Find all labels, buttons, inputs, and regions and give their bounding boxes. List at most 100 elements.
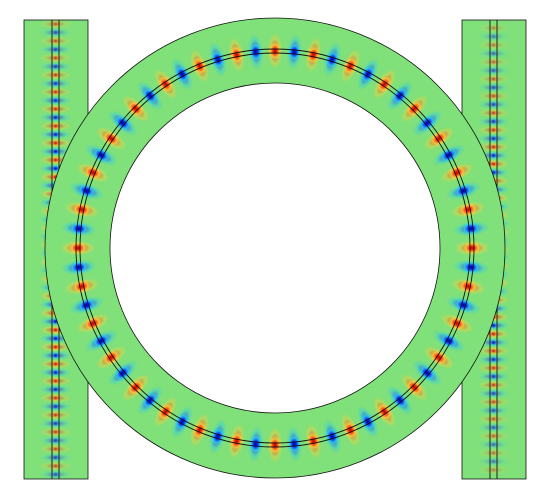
field-antinode [51, 394, 60, 402]
field-antinode [489, 466, 498, 474]
field-antinode [69, 222, 88, 236]
field-antinode [51, 420, 60, 427]
field-antinode [158, 75, 173, 93]
field-antinode [51, 471, 60, 478]
field-antinode [430, 350, 448, 365]
field-antinode [51, 80, 60, 87]
field-antinode [51, 46, 60, 53]
field-antinode [127, 379, 144, 396]
field-antinode [72, 279, 91, 294]
field-antinode [211, 50, 225, 69]
field-antinode [51, 326, 60, 334]
field-antinode [51, 462, 60, 470]
field-antinode [229, 432, 244, 451]
ring-inner-boundary [109, 82, 441, 414]
field-antinode [51, 122, 60, 130]
field-antinode [51, 105, 60, 113]
field-antinode [287, 435, 301, 454]
ring-core-outer-edge [75, 48, 475, 448]
field-antinode [142, 392, 158, 409]
field-antinode [325, 50, 339, 69]
field-antinode [377, 403, 392, 421]
field-antinode [489, 339, 498, 346]
field-antinode [51, 343, 60, 351]
field-antinode [489, 41, 498, 49]
field-antinode [489, 356, 498, 363]
field-antinode [84, 316, 102, 331]
ring-core-inner-edge [79, 52, 471, 444]
ring-field-pattern [60, 33, 490, 463]
field-antinode [51, 377, 60, 385]
field-antinode [430, 131, 448, 146]
field-antinode [489, 424, 498, 431]
field-antinode [489, 152, 498, 159]
field-antinode [51, 71, 60, 79]
field-antinode [489, 58, 498, 66]
field-antinode [489, 373, 498, 380]
field-antinode [51, 156, 60, 164]
field-antinode [462, 222, 481, 236]
field-antinode [489, 441, 498, 448]
field-antinode [102, 350, 120, 365]
field-antinode [192, 57, 207, 75]
field-antinode [392, 87, 408, 104]
field-antinode [448, 165, 466, 180]
field-antinode [489, 449, 498, 457]
field-antinode [489, 364, 498, 372]
field-antinode [489, 75, 498, 83]
field-antinode [489, 92, 498, 100]
field-antinode [489, 143, 498, 151]
field-antinode [489, 84, 498, 91]
field-antinode [489, 126, 498, 134]
field-antinode [51, 54, 60, 62]
field-antinode [343, 57, 358, 75]
field-antinode [51, 437, 60, 444]
field-antinode [114, 365, 131, 381]
field-antinode [419, 365, 436, 381]
field-antinode [489, 24, 498, 32]
field-antinode [377, 75, 392, 93]
field-antinode [454, 184, 473, 198]
field-antinode [489, 33, 498, 40]
field-antinode [419, 115, 436, 131]
field-antinode [69, 241, 87, 255]
field-antinode [489, 118, 498, 125]
field-antinode [51, 445, 60, 453]
field-antinode [489, 381, 498, 389]
field-antinode [489, 160, 498, 168]
field-antinode [454, 298, 473, 312]
field-antinode [102, 131, 120, 146]
field-antinode [489, 390, 498, 397]
field-antinode [229, 45, 244, 64]
field-antinode [51, 63, 60, 70]
field-antinode [51, 386, 60, 393]
field-antinode [142, 87, 158, 104]
field-antinode [51, 360, 60, 368]
field-antinode [489, 67, 498, 74]
field-antinode [51, 428, 60, 436]
field-antinode [489, 432, 498, 440]
field-antinode [459, 202, 478, 217]
field-antinode [489, 415, 498, 423]
field-antinode [72, 202, 91, 217]
field-antinode [77, 298, 96, 312]
field-antinode [489, 398, 498, 406]
field-antinode [489, 347, 498, 355]
field-antinode [77, 184, 96, 198]
field-antinode [463, 241, 481, 255]
field-antinode [306, 45, 321, 64]
field-antinode [51, 369, 60, 376]
field-antinode [249, 435, 263, 454]
field-antinode [51, 131, 60, 138]
field-antinode [51, 114, 60, 121]
field-antinode [268, 436, 282, 454]
field-antinode [325, 427, 339, 446]
field-antinode [127, 100, 144, 117]
field-antinode [158, 403, 173, 421]
field-antinode [51, 411, 60, 419]
field-antinode [51, 454, 60, 461]
field-antinode [51, 20, 60, 28]
field-antinode [51, 88, 60, 96]
field-antinode [51, 139, 60, 147]
